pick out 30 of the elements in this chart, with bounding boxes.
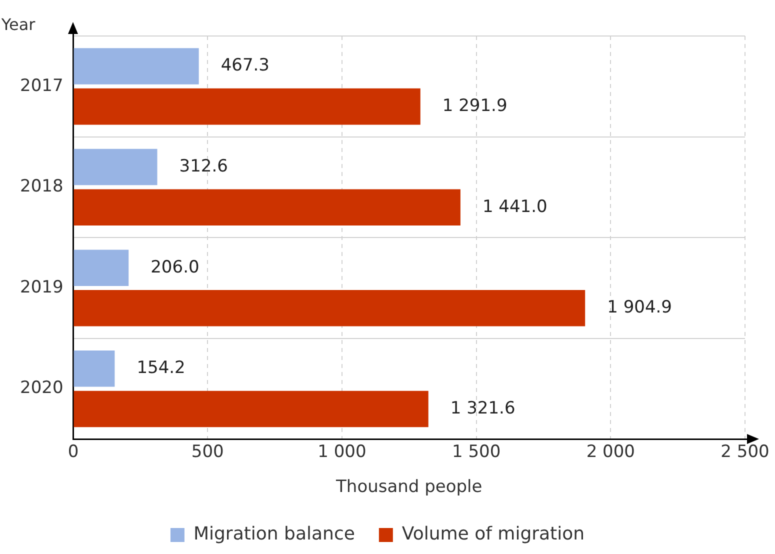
legend-label: Migration balance	[193, 524, 355, 545]
x-tick-label: 1 500	[452, 442, 501, 462]
data-label: 467.3	[220, 56, 270, 76]
x-tick-label: 2 500	[720, 442, 770, 462]
x-tick-label: 0	[68, 442, 79, 462]
data-label: 1 441.0	[482, 196, 548, 217]
y-tick-label: 2018	[20, 176, 64, 197]
bar	[74, 290, 586, 326]
x-tick-label: 2 000	[586, 442, 635, 462]
data-label: 1 321.6	[450, 398, 516, 418]
data-label: 206.0	[150, 257, 200, 278]
y-tick-label: 2019	[20, 277, 64, 298]
x-axis-title: Thousand people	[335, 477, 482, 498]
bar	[74, 350, 115, 387]
bar	[74, 189, 460, 226]
bar	[74, 250, 129, 286]
x-tick-label: 500	[191, 442, 224, 462]
y-axis-title: Year	[0, 15, 36, 34]
bar	[74, 88, 420, 125]
bar	[74, 148, 158, 186]
bar	[74, 48, 199, 84]
x-tick-label: 1 000	[318, 442, 366, 462]
data-label: 1 904.9	[607, 298, 672, 318]
legend-label: Volume of migration	[402, 524, 585, 545]
y-tick-label: 2017	[20, 76, 64, 96]
y-tick-label: 2020	[20, 378, 64, 398]
data-label: 312.6	[179, 156, 228, 176]
data-label: 1 291.9	[442, 96, 508, 116]
data-label: 154.2	[136, 358, 186, 378]
bar	[74, 390, 428, 428]
